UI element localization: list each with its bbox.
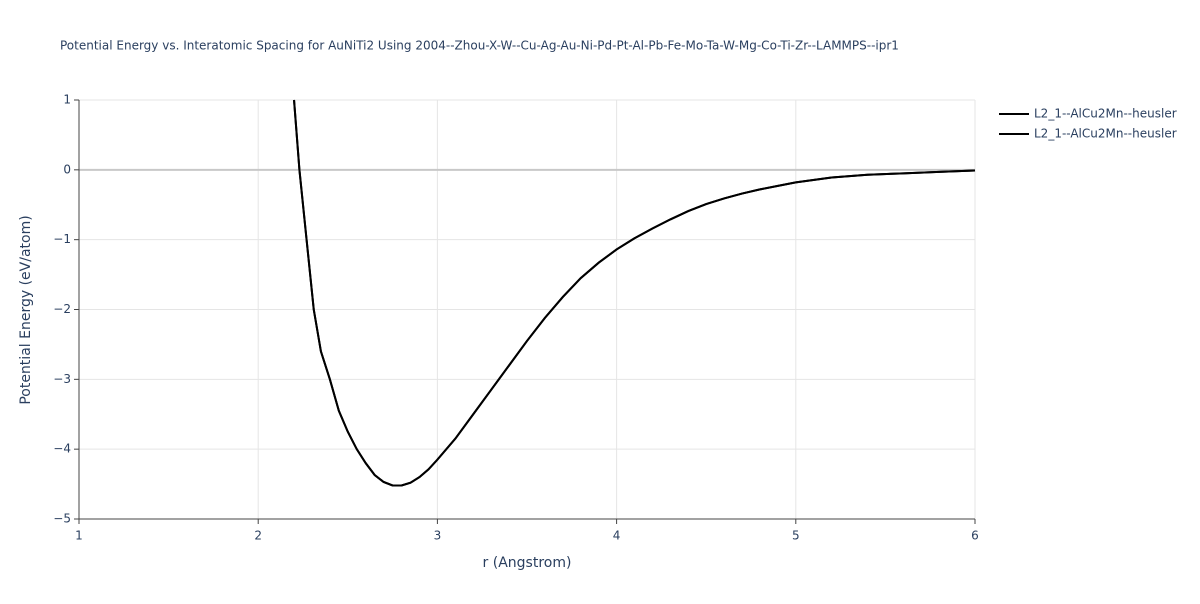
y-tick-label: 0 bbox=[63, 162, 71, 176]
x-tick-label: 2 bbox=[254, 529, 262, 543]
x-tick-label: 6 bbox=[971, 529, 979, 543]
chart-title: Potential Energy vs. Interatomic Spacing… bbox=[60, 39, 899, 53]
x-axis-title: r (Angstrom) bbox=[483, 555, 572, 571]
y-tick-label: 1 bbox=[63, 93, 71, 107]
y-tick-label: −1 bbox=[53, 232, 71, 246]
y-tick-label: −4 bbox=[53, 442, 71, 456]
x-tick-label: 1 bbox=[75, 529, 83, 543]
x-tick-label: 5 bbox=[792, 529, 800, 543]
y-tick-label: −5 bbox=[53, 512, 71, 526]
y-tick-label: −3 bbox=[53, 372, 71, 386]
x-tick-label: 3 bbox=[434, 529, 442, 543]
legend-label: L2_1--AlCu2Mn--heusler bbox=[1034, 127, 1177, 141]
y-tick-label: −2 bbox=[53, 302, 71, 316]
data-line bbox=[293, 99, 976, 487]
legend-label: L2_1--AlCu2Mn--heusler bbox=[1034, 107, 1177, 121]
y-axis-title: Potential Energy (eV/atom) bbox=[18, 215, 34, 404]
x-tick-label: 4 bbox=[613, 529, 621, 543]
